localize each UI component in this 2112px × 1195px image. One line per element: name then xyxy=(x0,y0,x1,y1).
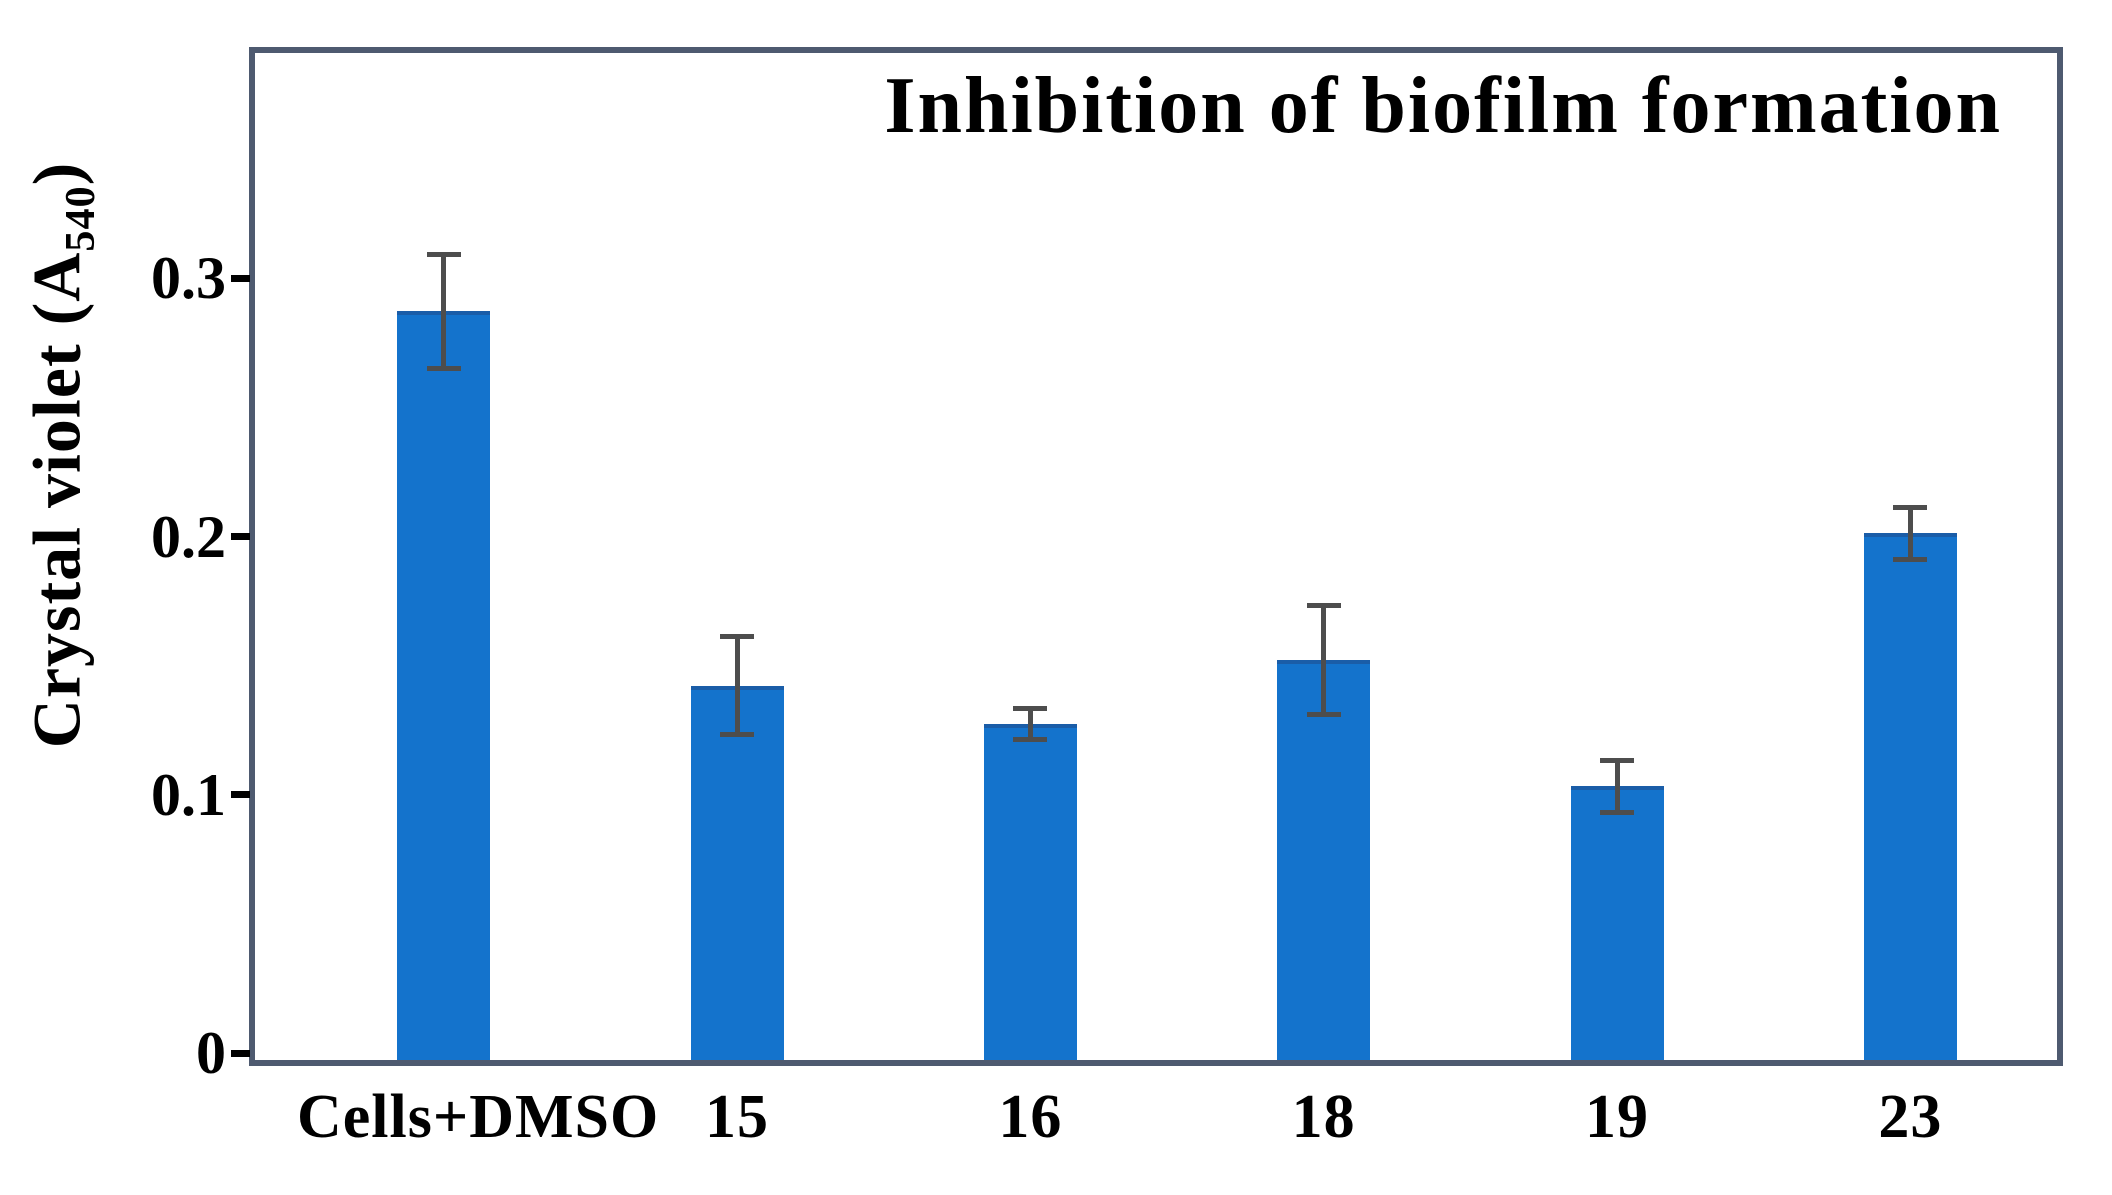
y-axis-tick-mark xyxy=(231,533,250,541)
x-axis-label-16: 16 xyxy=(998,1083,1063,1151)
y-axis-tick-mark xyxy=(231,274,250,282)
error-bar-Cells+DMSO xyxy=(441,254,447,369)
plot-area: Inhibition of biofilm formation xyxy=(249,47,2063,1066)
y-axis-tick-mark xyxy=(231,791,250,799)
bar-18 xyxy=(1277,659,1371,1060)
y-axis-tick-label: 0.2 xyxy=(151,503,226,570)
error-cap-top-23 xyxy=(1893,504,1928,510)
y-axis-title-subscript: 540 xyxy=(57,185,105,252)
x-axis-label-18: 18 xyxy=(1291,1083,1356,1151)
error-bar-15 xyxy=(734,636,740,735)
bar-Cells+DMSO xyxy=(397,311,491,1060)
error-cap-top-19 xyxy=(1600,757,1634,763)
y-axis-tick-0.1: 0.1 xyxy=(151,764,250,826)
y-axis-tick-label: 0.3 xyxy=(151,245,226,312)
bar-23 xyxy=(1863,533,1957,1060)
y-axis-tick-label: 0 xyxy=(196,1020,226,1086)
error-bar-16 xyxy=(1027,708,1033,740)
bar-16 xyxy=(983,724,1077,1060)
y-axis-tick-0.3: 0.3 xyxy=(151,247,250,309)
y-axis-title-prefix: Crystal violet (A xyxy=(18,251,95,749)
error-bar-23 xyxy=(1907,507,1913,560)
chart-title: Inhibition of biofilm formation xyxy=(884,62,2002,150)
error-bar-18 xyxy=(1321,605,1327,715)
error-bar-19 xyxy=(1614,760,1620,813)
error-cap-top-18 xyxy=(1306,603,1341,609)
y-axis-tick-mark xyxy=(231,1049,250,1057)
error-cap-top-15 xyxy=(720,634,754,640)
bar-15 xyxy=(690,685,784,1060)
error-cap-bottom-16 xyxy=(1013,737,1048,743)
y-axis-title-suffix: ) xyxy=(18,161,95,186)
bar-19 xyxy=(1570,786,1664,1060)
x-axis-label-Cells+DMSO: Cells+DMSO xyxy=(297,1083,660,1151)
y-axis-tick-label: 0.1 xyxy=(151,761,226,828)
y-axis-tick-0.2: 0.2 xyxy=(151,506,250,568)
y-axis-tick-0: 0 xyxy=(196,1022,250,1084)
x-axis-label-15: 15 xyxy=(704,1083,769,1151)
x-axis-label-23: 23 xyxy=(1878,1083,1943,1151)
bars-layer xyxy=(255,53,2057,1060)
error-cap-bottom-18 xyxy=(1306,711,1341,717)
x-axis-label-19: 19 xyxy=(1584,1083,1649,1151)
error-cap-bottom-15 xyxy=(720,732,754,738)
error-cap-bottom-23 xyxy=(1893,556,1928,562)
y-axis-title: Crystal violet (A540) xyxy=(18,161,105,749)
error-cap-top-Cells+DMSO xyxy=(426,251,461,257)
error-cap-bottom-Cells+DMSO xyxy=(426,365,461,371)
error-cap-top-16 xyxy=(1013,706,1048,712)
error-cap-bottom-19 xyxy=(1600,809,1634,815)
